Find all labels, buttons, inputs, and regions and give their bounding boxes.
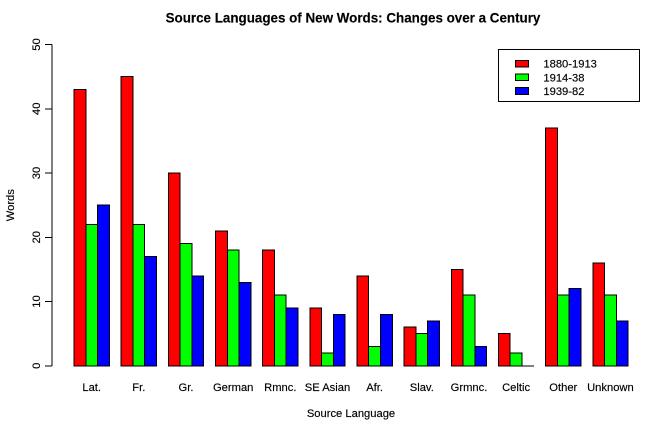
svg-text:1914-38: 1914-38: [543, 72, 584, 84]
svg-text:Source Languages of New Words:: Source Languages of New Words: Changes o…: [166, 11, 541, 26]
svg-text:Source Language: Source Language: [307, 408, 395, 420]
svg-text:Words: Words: [5, 189, 17, 222]
svg-text:Grmnc.: Grmnc.: [451, 382, 488, 394]
svg-text:50: 50: [31, 38, 43, 50]
svg-text:30: 30: [31, 167, 43, 179]
svg-text:40: 40: [31, 103, 43, 115]
svg-text:10: 10: [31, 295, 43, 307]
svg-text:1939-82: 1939-82: [543, 86, 584, 98]
svg-text:1880-1913: 1880-1913: [543, 59, 597, 71]
svg-text:Slav.: Slav.: [410, 382, 434, 394]
svg-text:Other: Other: [549, 382, 577, 394]
svg-text:Celtic: Celtic: [502, 382, 530, 394]
svg-text:0: 0: [31, 363, 43, 369]
svg-text:Gr.: Gr.: [179, 382, 194, 394]
svg-text:Lat.: Lat.: [82, 382, 101, 394]
svg-text:Afr.: Afr.: [366, 382, 383, 394]
svg-text:Fr.: Fr.: [132, 382, 145, 394]
svg-text:German: German: [213, 382, 253, 394]
svg-text:SE Asian: SE Asian: [305, 382, 350, 394]
svg-text:20: 20: [31, 231, 43, 243]
svg-text:Rmnc.: Rmnc.: [264, 382, 296, 394]
svg-text:Unknown: Unknown: [587, 382, 634, 394]
